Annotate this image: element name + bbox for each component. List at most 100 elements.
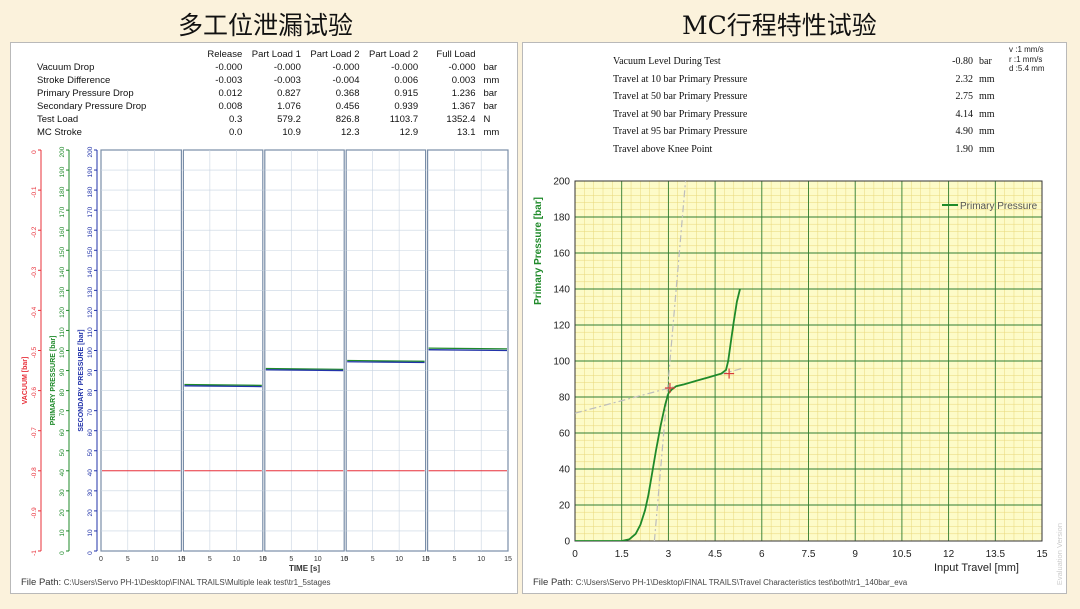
secondary-tick-label: 180 — [87, 186, 94, 197]
x-tick-label: 10 — [314, 556, 322, 563]
table-row: Stroke Difference -0.003 -0.003 -0.004 0… — [37, 74, 517, 87]
x-tick-label: 5 — [371, 556, 375, 563]
cell-value: 0.008 — [218, 101, 243, 112]
table-row: Travel at 90 bar Primary Pressure 4.14 mm — [613, 106, 1019, 124]
left-file-path: File Path: C:\Users\Servo PH-1\Desktop\F… — [21, 577, 331, 588]
cell-value: 0.012 — [218, 88, 243, 99]
table-row: Travel at 10 bar Primary Pressure 2.32 mm — [613, 71, 1019, 89]
leak-test-results-table: Release Part Load 1 Part Load 2 Part Loa… — [37, 48, 517, 139]
left-slide-title: 多工位泄漏试验 — [178, 11, 354, 40]
primary-tick-label: 30 — [59, 489, 66, 497]
x-tick-label: 10 — [477, 556, 485, 563]
setting-speed-r: r :1 mm/s — [1009, 54, 1043, 64]
x-tick-label: 4.5 — [708, 549, 722, 560]
secondary-tick-label: 110 — [87, 327, 94, 338]
cell-value: 0.915 — [394, 88, 419, 99]
row-label: Vacuum Drop — [37, 62, 95, 73]
cell-value: 826.8 — [335, 114, 360, 125]
primary-tick-label: 0 — [59, 551, 66, 555]
cell-value: 579.2 — [277, 114, 301, 125]
y-tick-label: 60 — [559, 429, 571, 440]
x-tick-label: 0 — [426, 556, 430, 563]
primary-tick-label: 200 — [59, 146, 66, 157]
cell-value: 0.3 — [229, 114, 243, 125]
x-axis-label: Input Travel [mm] — [934, 562, 1019, 574]
cell-value: -0.000 — [391, 62, 419, 73]
cell-unit: mm — [979, 108, 995, 120]
y-axis-label: Primary Pressure [bar] — [533, 197, 544, 305]
secondary-tick-label: 80 — [87, 389, 94, 397]
primary-tick-label: 80 — [59, 389, 66, 397]
x-tick-label: 0 — [263, 556, 267, 563]
vacuum-tick-label: -0.2 — [31, 226, 38, 238]
row-label: Travel at 50 bar Primary Pressure — [613, 91, 748, 103]
primary-tick-label: 20 — [59, 509, 66, 517]
vacuum-axis-label: VACUUM [bar] — [22, 357, 29, 405]
secondary-tick-label: 190 — [87, 166, 94, 177]
cell-value: 4.14 — [955, 108, 974, 120]
primary-tick-label: 90 — [59, 369, 66, 377]
cell-unit: N — [483, 114, 491, 125]
secondary-tick-label: 10 — [87, 529, 94, 537]
vacuum-tick-label: -0.3 — [31, 266, 38, 278]
row-label: Secondary Pressure Drop — [37, 101, 147, 112]
cell-unit: mm — [979, 91, 995, 103]
cell-value: 0.003 — [451, 75, 476, 86]
y-tick-label: 200 — [553, 177, 570, 188]
row-label: Vacuum Level During Test — [613, 56, 721, 68]
cell-value: -0.000 — [215, 62, 243, 73]
secondary-tick-label: 140 — [87, 266, 94, 277]
cell-value: 13.1 — [456, 127, 476, 138]
travel-characteristic-chart: 0 1.5 3 4.5 6 7.5 9 10.5 12 13.5 15 0 20 40 60 80 100 120… — [533, 177, 1048, 575]
secondary-tick-label: 200 — [87, 146, 94, 157]
row-label: Stroke Difference — [37, 75, 111, 86]
vacuum-tick-label: -0.8 — [31, 467, 38, 479]
x-tick-label: 5 — [208, 556, 212, 563]
secondary-tick-label: 120 — [87, 307, 94, 318]
x-tick-label: 13.5 — [986, 549, 1006, 560]
x-tick-label: 15 — [340, 556, 348, 563]
cell-value: 1.367 — [451, 101, 476, 112]
y-tick-label: 20 — [559, 501, 571, 512]
setting-distance: d :5.4 mm — [1009, 64, 1045, 73]
secondary-tick-label: 170 — [87, 206, 94, 217]
cell-unit: mm — [979, 73, 995, 85]
primary-axis-label: PRIMARY PRESSURE [bar] — [50, 336, 57, 426]
cell-value: 10.9 — [282, 127, 301, 138]
legend-label: Primary Pressure — [960, 201, 1038, 212]
x-tick-label: 15 — [259, 556, 267, 563]
row-label: Test Load — [37, 114, 79, 125]
secondary-tick-label: 40 — [87, 469, 94, 477]
cell-value: 1.90 — [955, 143, 974, 155]
file-path-value: C:\Users\Servo PH-1\Desktop\FINAL TRAILS… — [63, 578, 331, 587]
vacuum-tick-label: -0.1 — [31, 186, 38, 198]
secondary-trace — [347, 361, 425, 364]
x-tick-label: 12 — [943, 549, 955, 560]
x-tick-label: 10 — [151, 556, 159, 563]
primary-tick-label: 10 — [59, 529, 66, 537]
cell-value: 1103.7 — [389, 114, 419, 125]
cell-unit: bar — [483, 62, 498, 73]
secondary-trace — [184, 385, 262, 388]
cell-unit: mm — [979, 143, 995, 155]
secondary-tick-label: 30 — [87, 489, 94, 497]
cell-value: 4.90 — [955, 126, 974, 138]
setting-speed-v: v :1 mm/s — [1009, 45, 1044, 54]
cell-unit: bar — [483, 88, 498, 99]
x-tick-label: 15 — [504, 556, 512, 563]
y-tick-label: 120 — [553, 321, 570, 332]
x-tick-label: 5 — [289, 556, 293, 563]
cell-value: 12.3 — [340, 127, 360, 138]
row-label: Primary Pressure Drop — [37, 88, 134, 99]
primary-tick-label: 40 — [59, 469, 66, 477]
x-tick-label: 5 — [126, 556, 130, 563]
reference-line-steep — [653, 181, 687, 541]
vacuum-tick-label: 0 — [31, 150, 38, 154]
cell-value: 0.939 — [394, 101, 419, 112]
primary-tick-label: 70 — [59, 409, 66, 417]
travel-results-table: Vacuum Level During Test -0.80 bar Travel … — [613, 53, 1019, 158]
x-tick-label: 15 — [1036, 549, 1048, 560]
plot-border — [574, 180, 1043, 542]
secondary-tick-label: 70 — [87, 409, 94, 417]
test-settings: v :1 mm/s r :1 mm/s d :5.4 mm — [1009, 45, 1045, 74]
